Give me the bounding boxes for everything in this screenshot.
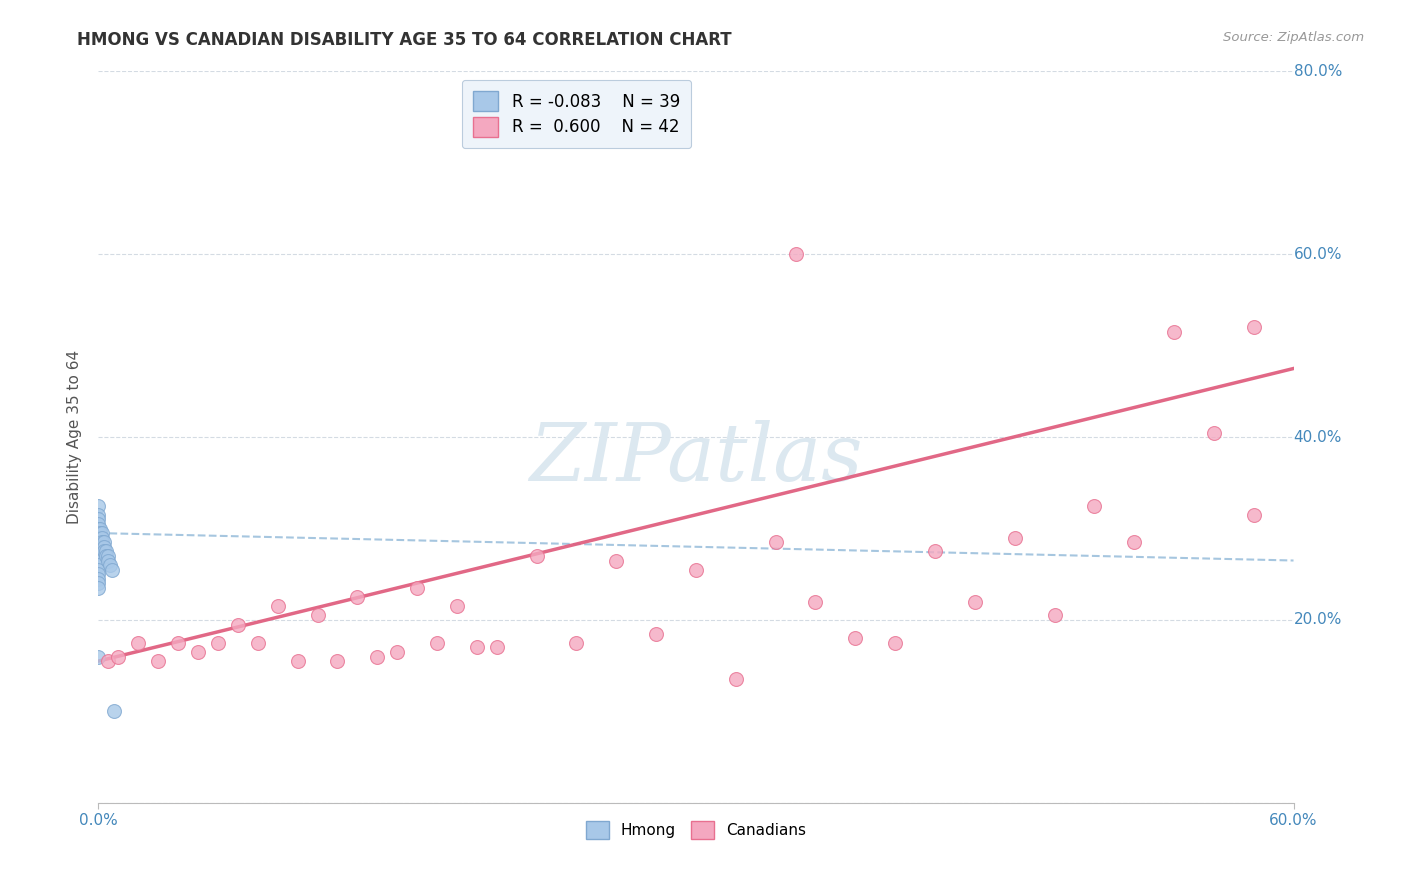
Point	[1163, 325, 1185, 339]
Point	[287, 654, 309, 668]
Point	[1243, 320, 1265, 334]
Point	[87, 581, 110, 595]
Point	[89, 526, 111, 541]
Point	[765, 535, 787, 549]
Point	[366, 649, 388, 664]
Point	[127, 636, 149, 650]
Point	[97, 549, 120, 563]
Point	[1123, 535, 1146, 549]
Point	[187, 645, 209, 659]
Point	[724, 673, 747, 687]
Point	[87, 521, 110, 535]
Point	[97, 553, 120, 567]
Point	[87, 563, 110, 577]
Point	[91, 540, 114, 554]
Point	[87, 567, 110, 582]
Point	[101, 563, 124, 577]
Point	[89, 521, 111, 535]
Point	[87, 558, 110, 573]
Point	[89, 531, 111, 545]
Point	[963, 594, 986, 608]
Point	[87, 521, 110, 535]
Text: 40.0%: 40.0%	[1294, 430, 1341, 444]
Point	[97, 654, 120, 668]
Point	[91, 535, 114, 549]
Point	[844, 632, 866, 646]
Point	[605, 553, 627, 567]
Point	[93, 535, 115, 549]
Legend: Hmong, Canadians: Hmong, Canadians	[578, 814, 814, 847]
Point	[385, 645, 409, 659]
Point	[87, 531, 110, 545]
Point	[96, 544, 118, 558]
Point	[98, 558, 122, 573]
Point	[96, 549, 118, 563]
Text: Source: ZipAtlas.com: Source: ZipAtlas.com	[1223, 31, 1364, 45]
Point	[406, 581, 429, 595]
Point	[87, 572, 110, 586]
Text: ZIPatlas: ZIPatlas	[529, 420, 863, 498]
Point	[87, 549, 110, 563]
Point	[87, 576, 110, 591]
Point	[326, 654, 349, 668]
Point	[307, 608, 329, 623]
Point	[87, 540, 110, 554]
Point	[87, 499, 110, 513]
Point	[267, 599, 290, 614]
Point	[89, 535, 111, 549]
Point	[87, 508, 110, 522]
Point	[426, 636, 449, 650]
Point	[87, 535, 110, 549]
Point	[924, 544, 946, 558]
Point	[246, 636, 269, 650]
Text: 80.0%: 80.0%	[1294, 64, 1341, 78]
Point	[87, 516, 110, 531]
Text: 20.0%: 20.0%	[1294, 613, 1341, 627]
Point	[1004, 531, 1026, 545]
Point	[107, 649, 129, 664]
Point	[87, 649, 110, 664]
Point	[93, 544, 115, 558]
Point	[93, 540, 115, 554]
Point	[446, 599, 468, 614]
Point	[91, 526, 114, 541]
Point	[103, 705, 125, 719]
Text: HMONG VS CANADIAN DISABILITY AGE 35 TO 64 CORRELATION CHART: HMONG VS CANADIAN DISABILITY AGE 35 TO 6…	[77, 31, 733, 49]
Point	[226, 617, 249, 632]
Point	[685, 563, 707, 577]
Point	[91, 531, 114, 545]
Point	[884, 636, 907, 650]
Point	[87, 512, 110, 526]
Point	[645, 626, 668, 640]
Point	[87, 544, 110, 558]
Y-axis label: Disability Age 35 to 64: Disability Age 35 to 64	[67, 350, 83, 524]
Point	[485, 640, 508, 655]
Point	[87, 526, 110, 541]
Point	[346, 590, 368, 604]
Point	[1202, 425, 1225, 440]
Text: 60.0%: 60.0%	[1294, 247, 1341, 261]
Point	[207, 636, 229, 650]
Point	[785, 247, 807, 261]
Point	[465, 640, 488, 655]
Point	[1083, 499, 1105, 513]
Point	[1043, 608, 1066, 623]
Point	[167, 636, 190, 650]
Point	[89, 540, 111, 554]
Point	[148, 654, 170, 668]
Point	[1243, 508, 1265, 522]
Point	[87, 553, 110, 567]
Point	[804, 594, 827, 608]
Point	[565, 636, 588, 650]
Point	[526, 549, 548, 563]
